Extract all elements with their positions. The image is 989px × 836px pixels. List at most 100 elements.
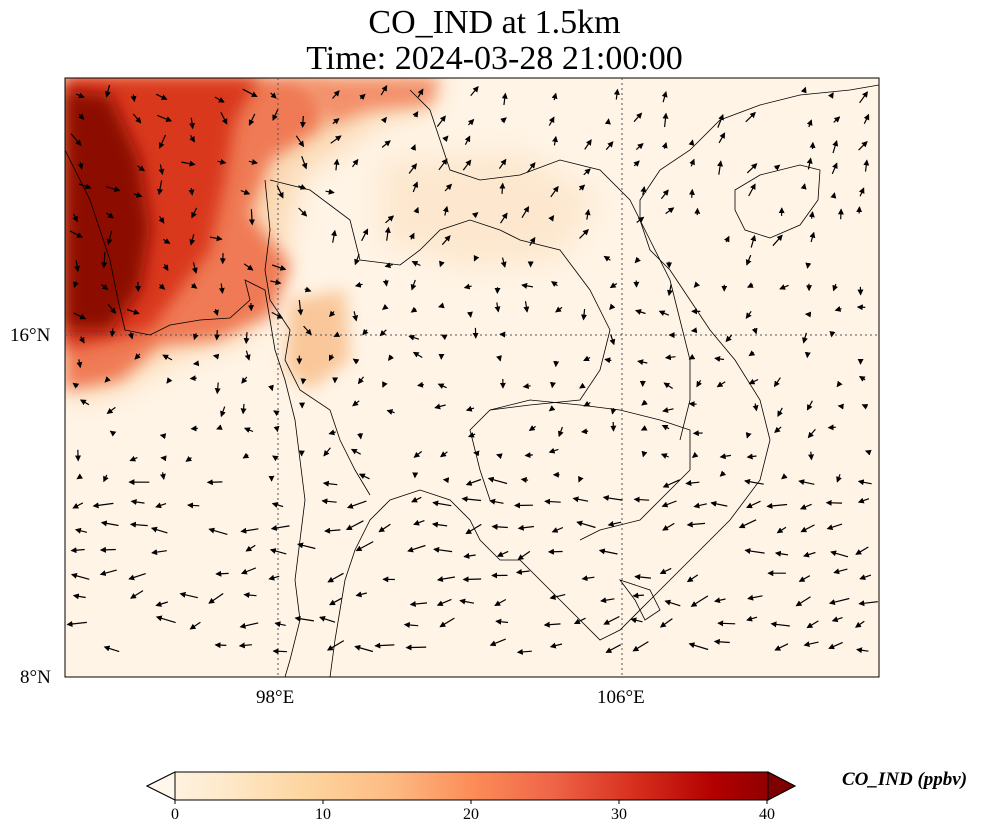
wind-arrow — [634, 256, 641, 264]
wind-arrow — [187, 502, 200, 509]
wind-arrow — [494, 598, 507, 607]
wind-arrow — [384, 262, 393, 269]
wind-arrow — [467, 118, 475, 126]
wind-arrow — [328, 429, 336, 436]
wind-arrow — [833, 116, 841, 123]
wind-arrow — [667, 284, 673, 297]
wind-arrow — [487, 476, 508, 485]
coastlines-borders — [65, 84, 879, 677]
wind-arrow — [150, 526, 168, 534]
wind-arrow — [436, 598, 452, 607]
wind-arrow — [240, 403, 247, 415]
wind-arrow — [610, 407, 617, 415]
wind-arrow — [417, 88, 424, 98]
wind-arrow — [662, 407, 674, 413]
wind-arrow — [635, 143, 644, 151]
wind-arrow — [463, 283, 472, 290]
wind-arrow — [605, 141, 614, 151]
wind-arrow — [243, 592, 257, 599]
wind-arrow — [434, 403, 446, 410]
colorbar-tick-20: 20 — [463, 806, 479, 823]
wind-arrow — [465, 478, 482, 486]
wind-arrow — [543, 621, 561, 628]
wind-arrow — [411, 496, 422, 503]
wind-arrow — [501, 92, 508, 106]
wind-arrow — [781, 473, 788, 480]
wind-arrow — [109, 430, 117, 437]
wind-arrow — [240, 527, 259, 534]
wind-arrow — [405, 644, 427, 651]
wind-arrow — [716, 381, 726, 388]
wind-arrow — [551, 92, 558, 101]
wind-arrow — [155, 93, 168, 100]
wind-arrow — [379, 329, 387, 337]
wind-arrow — [529, 236, 536, 246]
wind-arrow — [464, 135, 471, 145]
wind-arrow — [270, 92, 277, 99]
wind-arrow — [128, 573, 146, 581]
wind-arrow — [274, 621, 286, 628]
wind-arrow — [241, 376, 248, 384]
wind-arrow — [738, 519, 757, 529]
wind-arrow — [270, 524, 290, 531]
wind-arrow — [350, 448, 361, 455]
wind-arrow — [605, 644, 621, 653]
wind-arrow — [500, 117, 507, 124]
wind-arrow — [717, 113, 724, 128]
wind-arrow — [242, 88, 258, 98]
wind-arrow — [73, 312, 87, 320]
wind-arrow — [345, 520, 364, 531]
wind-arrow — [382, 381, 388, 388]
wind-arrow — [828, 597, 850, 606]
wind-arrow — [272, 109, 279, 121]
wind-arrow — [777, 407, 783, 417]
wind-arrow — [584, 139, 592, 150]
wind-arrow — [632, 592, 644, 599]
wind-arrow — [693, 281, 700, 288]
wind-arrow — [189, 375, 197, 382]
wind-arrow — [270, 279, 282, 286]
wind-arrow — [70, 572, 90, 580]
wind-arrow — [155, 615, 176, 624]
wind-arrow — [413, 206, 419, 214]
wind-arrow — [295, 135, 305, 148]
wind-arrow — [354, 253, 360, 266]
wind-arrow — [662, 112, 669, 128]
wind-arrow — [522, 383, 531, 390]
wind-arrow — [520, 477, 529, 483]
wind-arrow — [382, 279, 389, 287]
wind-arrow — [358, 473, 370, 480]
wind-arrow — [583, 168, 591, 176]
wind-arrow — [128, 332, 134, 340]
wind-arrow — [465, 523, 482, 535]
wind-arrow — [496, 453, 503, 460]
wind-arrow — [76, 359, 83, 369]
wind-arrow — [218, 283, 225, 294]
wind-arrow — [271, 311, 284, 319]
wind-arrow — [330, 135, 342, 144]
wind-arrow — [298, 184, 307, 190]
wind-arrow — [70, 133, 82, 146]
wind-arrow — [407, 544, 426, 553]
wind-arrow — [208, 527, 228, 535]
wind-arrow — [303, 325, 312, 336]
wind-arrow — [826, 523, 843, 531]
wind-arrow — [856, 647, 869, 654]
wind-arrow — [436, 115, 446, 127]
wind-arrow — [805, 262, 812, 269]
wind-arrow — [212, 353, 220, 360]
wind-arrow — [439, 260, 445, 268]
wind-arrow — [438, 302, 445, 309]
wind-arrow — [689, 158, 695, 167]
wind-arrow — [459, 598, 475, 605]
wind-arrow — [859, 574, 872, 581]
wind-arrow — [273, 425, 280, 433]
wind-arrow — [238, 642, 252, 649]
wind-arrow — [524, 452, 533, 459]
wind-arrow — [633, 112, 643, 123]
wind-arrow — [804, 351, 811, 359]
map-title: CO_IND at 1.5km — [368, 4, 621, 41]
wind-arrow — [386, 409, 395, 415]
wind-arrow — [109, 328, 116, 338]
